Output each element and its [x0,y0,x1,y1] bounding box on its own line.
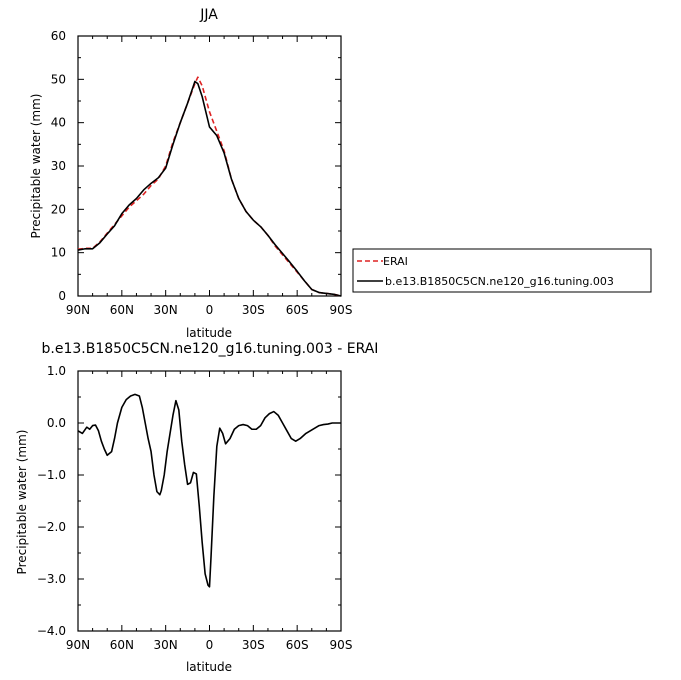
top-x-tick-label: 60N [110,303,134,317]
bottom-y-tick-label: −1.0 [37,468,66,482]
bottom-y-tick-label: −4.0 [37,624,66,638]
bottom-panel: b.e13.B1850C5CN.ne120_g16.tuning.003 - E… [15,341,378,674]
top-y-tick-label: 50 [51,72,66,86]
bottom-y-tick-label: −2.0 [37,520,66,534]
bottom-y-axis-title: Precipitable water (mm) [15,430,29,575]
top-y-tick-label: 40 [51,116,66,130]
bottom-x-tick-label: 90N [66,638,90,652]
bottom-chart-title: b.e13.B1850C5CN.ne120_g16.tuning.003 - E… [42,341,379,357]
top-x-tick-label: 0 [206,303,214,317]
top-y-tick-label: 10 [51,246,66,260]
bottom-y-tick-label: 1.0 [47,364,66,378]
bottom-x-tick-label: 0 [206,638,214,652]
bottom-x-tick-label: 60S [286,638,309,652]
top-y-tick-label: 0 [58,289,66,303]
bottom-x-tick-label: 30S [242,638,265,652]
bottom-x-axis-title: latitude [186,660,232,674]
bottom-series-line-0 [77,393,341,588]
top-y-axis-title: Precipitable water (mm) [29,94,43,239]
top-x-tick-label: 30S [242,303,265,317]
top-panel: JJA 90N 60N 30N 0 30S 60S 90S 0 10 20 30 40 50 60 lat… [29,7,352,340]
bottom-x-tick-label: 90S [330,638,353,652]
top-x-tick-label: 60S [286,303,309,317]
top-chart-title: JJA [199,7,218,23]
bottom-y-tick-label: 0.0 [47,416,66,430]
bottom-x-tick-label: 30N [154,638,178,652]
top-x-tick-label: 30N [154,303,178,317]
top-y-tick-label: 60 [51,29,66,43]
legend-label-model: b.e13.B1850C5CN.ne120_g16.tuning.003 [385,275,614,288]
legend: ERAI b.e13.B1850C5CN.ne120_g16.tuning.00… [352,248,652,293]
legend-label-erai: ERAI [383,255,408,268]
top-series-line-1 [77,80,342,297]
top-y-tick-label: 30 [51,159,66,173]
top-x-axis-title: latitude [186,326,232,340]
top-x-tick-label: 90N [66,303,90,317]
legend-box [352,248,652,293]
bottom-x-tick-label: 60N [110,638,134,652]
top-y-tick-label: 20 [51,202,66,216]
top-x-tick-label: 90S [330,303,353,317]
bottom-y-tick-label: −3.0 [37,572,66,586]
